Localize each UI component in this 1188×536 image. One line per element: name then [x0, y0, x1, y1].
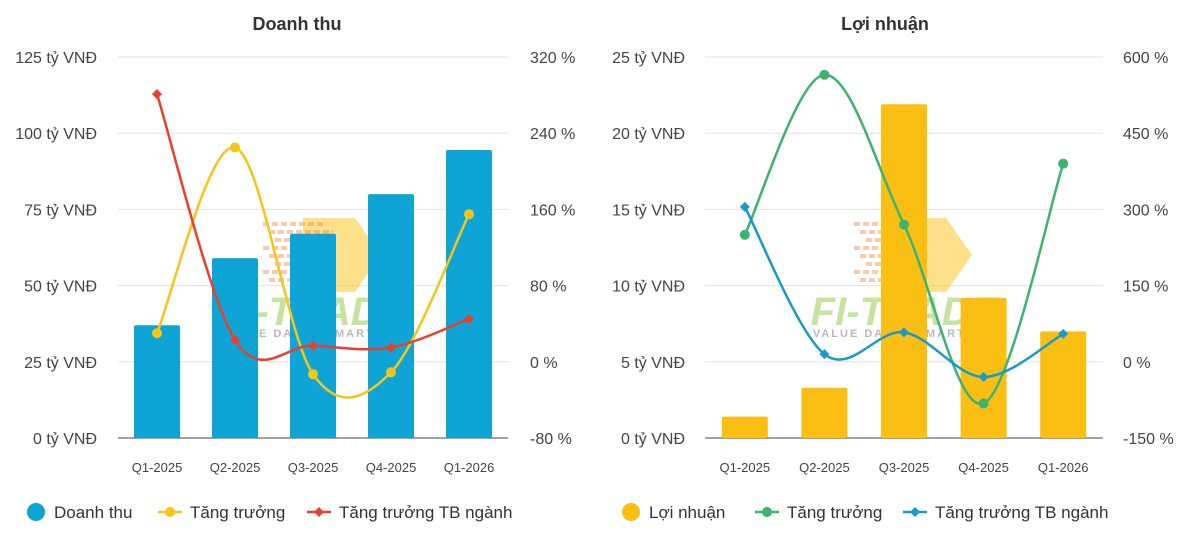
- series-line: [155, 146, 471, 399]
- legend-label: Doanh thu: [54, 503, 132, 522]
- legend-item: Tăng trưởng TB ngành: [903, 503, 1108, 522]
- category-label: Q1-2026: [444, 460, 495, 475]
- left-axis-tick-label: 20 tỷ VNĐ: [612, 126, 685, 143]
- series-line: [743, 73, 1065, 405]
- data-point: [308, 369, 318, 380]
- left-axis-tick-label: 25 tỷ VNĐ: [612, 50, 685, 67]
- category-label: Q2-2025: [799, 460, 850, 475]
- right-axis-tick-label: 0 %: [530, 355, 558, 372]
- left-axis-tick-label: 50 tỷ VNĐ: [24, 279, 97, 296]
- bar: [134, 325, 180, 438]
- chart-panel-1: Doanh thu 0 tỷ VNĐ -80 % 25 tỷ VNĐ 0 % 50 tỷ …: [15, 14, 575, 522]
- bar: [721, 416, 768, 438]
- category-label: Q3-2025: [288, 460, 339, 475]
- right-axis-tick-label: 320 %: [530, 50, 575, 67]
- left-axis-tick-label: 10 tỷ VNĐ: [612, 279, 685, 296]
- data-point: [819, 349, 830, 360]
- legend-item: Lợi nhuận: [622, 503, 725, 522]
- category-label: Q1-2025: [720, 460, 771, 475]
- right-axis-tick-label: 80 %: [530, 279, 566, 296]
- bar: [881, 104, 927, 438]
- data-point: [230, 142, 240, 153]
- right-axis-tick-label: 450 %: [1123, 126, 1168, 143]
- legend-swatch-marker: [910, 507, 920, 517]
- legend-item: Doanh thu: [27, 503, 132, 522]
- legend-label: Tăng trưởng TB ngành: [339, 503, 512, 522]
- left-axis-tick-label: 5 tỷ VNĐ: [621, 355, 685, 372]
- right-axis-tick-label: 600 %: [1123, 50, 1168, 67]
- legend-label: Tăng trưởng: [190, 503, 285, 522]
- series-line: [155, 93, 470, 362]
- data-point: [1058, 158, 1069, 169]
- data-point: [978, 372, 989, 383]
- series-line: [743, 206, 1064, 379]
- data-point: [899, 327, 909, 338]
- category-label: Q4-2025: [366, 460, 417, 475]
- data-point: [308, 340, 318, 351]
- left-axis-tick-label: 125 tỷ VNĐ: [15, 50, 97, 67]
- category-label: Q1-2026: [1038, 460, 1089, 475]
- data-point: [464, 313, 474, 324]
- data-point: [739, 229, 750, 240]
- legend-label: Tăng trưởng: [787, 503, 882, 522]
- right-axis-tick-label: 240 %: [530, 126, 575, 143]
- legend-swatch-marker: [762, 507, 772, 517]
- bar: [212, 258, 258, 438]
- data-point: [739, 201, 750, 212]
- left-axis-tick-label: 25 tỷ VNĐ: [24, 355, 97, 372]
- category-label: Q1-2025: [132, 460, 183, 475]
- right-axis-tick-label: 150 %: [1123, 279, 1168, 296]
- left-axis-tick-label: 0 tỷ VNĐ: [33, 431, 97, 448]
- data-point: [464, 209, 474, 220]
- left-axis-tick-label: 0 tỷ VNĐ: [621, 431, 685, 448]
- chart-title: Lợi nhuận: [841, 14, 929, 34]
- legend-swatch: [27, 503, 45, 521]
- legend-item: Tăng trưởng TB ngành: [307, 503, 512, 522]
- legend-item: Tăng trưởng: [158, 503, 285, 522]
- right-axis-tick-label: 0 %: [1123, 355, 1151, 372]
- data-point: [899, 219, 909, 230]
- right-axis-tick-label: 160 %: [530, 202, 575, 219]
- category-label: Q4-2025: [958, 460, 1009, 475]
- bar: [446, 149, 492, 439]
- bar: [368, 194, 414, 438]
- legend-label: Lợi nhuận: [649, 503, 725, 522]
- data-point: [819, 69, 830, 80]
- right-axis-tick-label: -80 %: [530, 431, 572, 448]
- legend-swatch: [622, 503, 640, 521]
- bar: [1040, 331, 1087, 438]
- right-axis-tick-label: 300 %: [1123, 202, 1168, 219]
- right-axis-tick-label: -150 %: [1123, 431, 1174, 448]
- chart-panel-2: Lợi nhuận 0 tỷ VNĐ -150 % 5 tỷ VNĐ 0 % 10 tỷ …: [612, 14, 1174, 522]
- category-label: Q2-2025: [210, 460, 261, 475]
- bar: [960, 297, 1007, 438]
- left-axis-tick-label: 100 tỷ VNĐ: [15, 126, 97, 143]
- category-label: Q3-2025: [879, 460, 930, 475]
- data-point: [1058, 328, 1069, 339]
- bar: [801, 387, 848, 438]
- data-point: [978, 398, 989, 409]
- legend-label: Tăng trưởng TB ngành: [935, 503, 1108, 522]
- data-point: [386, 367, 396, 378]
- data-point: [152, 89, 162, 100]
- left-axis-tick-label: 75 tỷ VNĐ: [24, 202, 97, 219]
- left-axis-tick-label: 15 tỷ VNĐ: [612, 202, 685, 219]
- legend-swatch-marker: [165, 507, 175, 517]
- data-point: [386, 342, 396, 353]
- legend-item: Tăng trưởng: [755, 503, 882, 522]
- data-point: [152, 328, 162, 339]
- legend-swatch-marker: [314, 507, 324, 517]
- chart-title: Doanh thu: [253, 14, 342, 34]
- data-point: [230, 334, 240, 345]
